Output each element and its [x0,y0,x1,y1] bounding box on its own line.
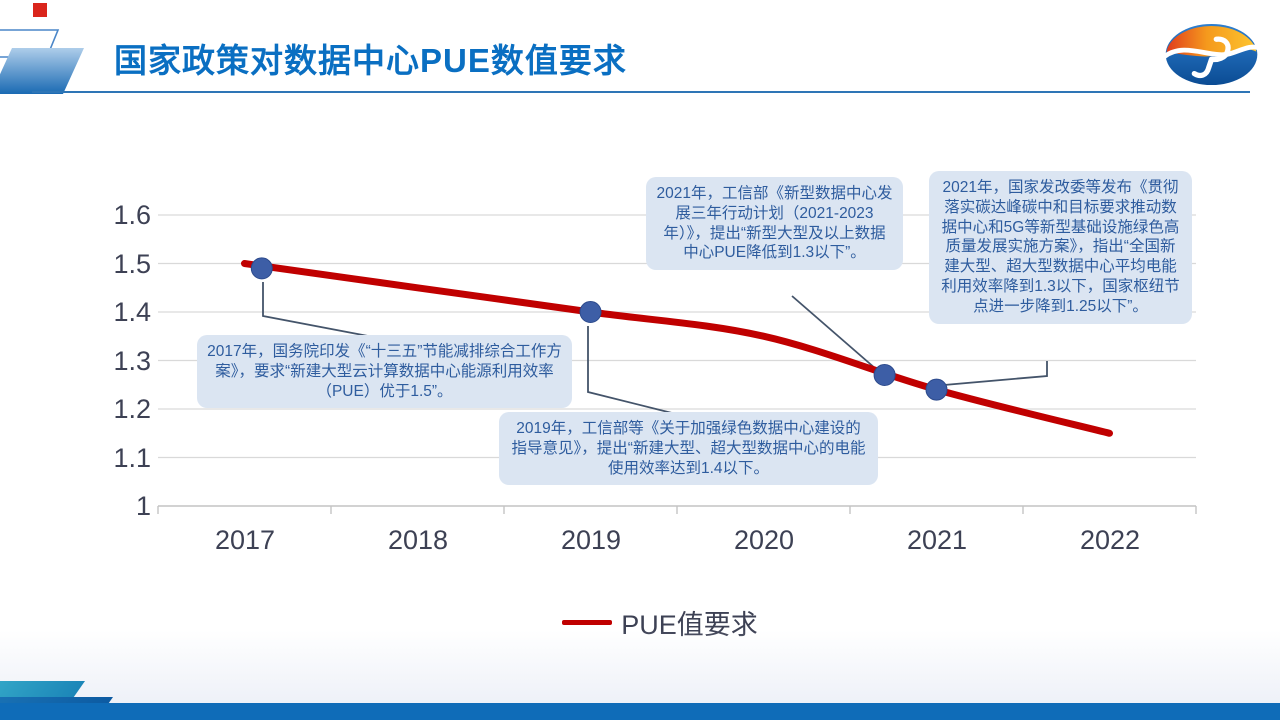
y-tick-label: 1.2 [113,394,151,424]
title-underline [32,91,1250,93]
callout-2019: 2019年，工信部等《关于加强绿色数据中心建设的指导意见》，提出“新建大型、超大… [499,412,878,486]
corner-parallelogram-decoration [0,29,84,94]
company-logo-icon [1163,23,1260,86]
page-title: 国家政策对数据中心PUE数值要求 [114,42,627,79]
callout-2021-miit: 2021年，工信部《新型数据中心发展三年行动计划（2021-2023年）》，提出… [646,177,903,271]
footer-bar [0,703,1280,720]
red-square-decoration [33,3,47,17]
y-tick-label: 1.4 [113,297,151,327]
x-tick-label: 2018 [387,525,449,555]
y-tick-label: 1.6 [113,200,151,230]
x-tick-label: 2017 [214,525,276,555]
callout-2021-ndrc: 2021年，国家发改委等发布《贯彻落实碳达峰碳中和目标要求推动数据中心和5G等新… [929,171,1192,324]
x-tick-label: 2019 [560,525,622,555]
x-tick-label: 2020 [733,525,795,555]
x-tick-label: 2021 [906,525,968,555]
legend-line-swatch [562,619,613,625]
y-tick-label: 1 [135,491,151,521]
y-tick-label: 1.1 [113,443,151,473]
y-tick-label: 1.3 [113,346,151,376]
footer-gradient [0,630,1280,703]
callout-2017: 2017年，国务院印发《“十三五”节能减排综合工作方案》，要求“新建大型云计算数… [197,335,572,409]
x-tick-label: 2022 [1079,525,1141,555]
y-tick-label: 1.5 [113,249,151,279]
